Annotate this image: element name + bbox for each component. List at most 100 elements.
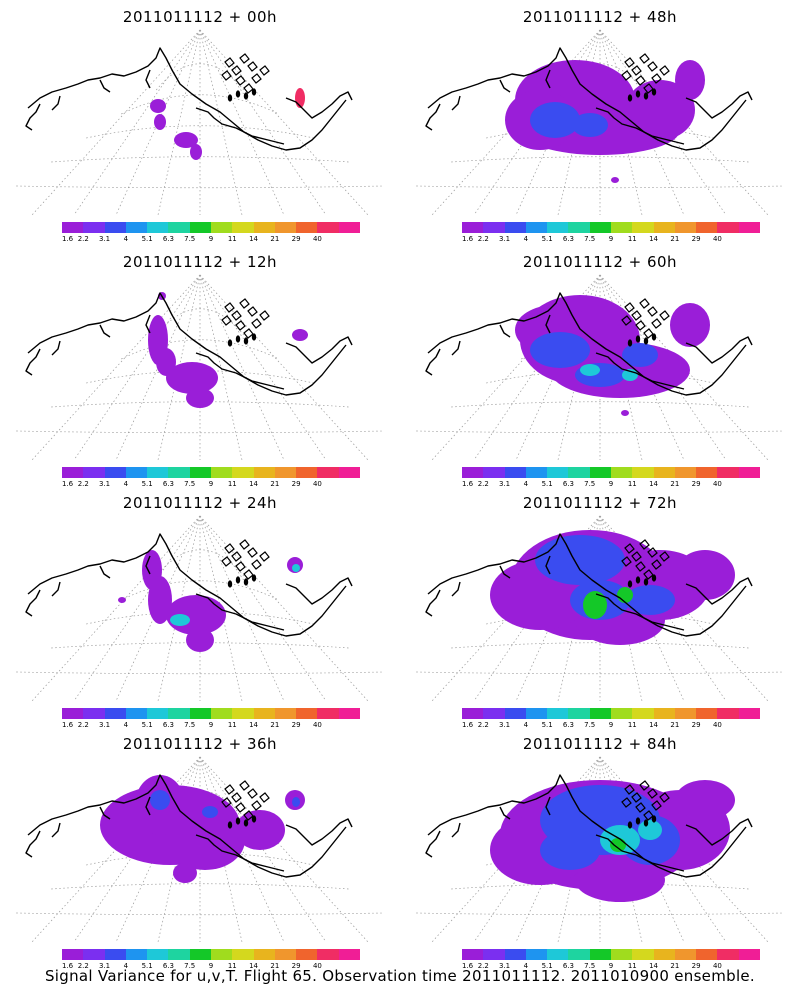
panel-title: 2011011112 + 12h <box>122 253 278 271</box>
colorbar-swatch <box>210 222 233 233</box>
colorbar-swatch <box>104 222 126 233</box>
colorbar-tick-label: 14 <box>649 721 659 729</box>
colorbar-tick-label: 2.2 <box>477 235 489 243</box>
colorbar-tick-label: 9 <box>208 962 214 970</box>
colorbar-tick-label: 11 <box>227 962 237 970</box>
colorbar-swatch <box>610 467 633 478</box>
colorbar <box>462 222 760 233</box>
colorbar-tick-label: 6.3 <box>162 480 174 488</box>
colorbar-swatch <box>317 222 339 233</box>
figure-caption: Signal Variance for u,v,T. Flight 65. Ob… <box>44 967 756 985</box>
colorbar-tick-label: 29 <box>291 721 301 729</box>
colorbar-tick-label: 40 <box>712 962 722 970</box>
colorbar-tick-label: 7.5 <box>184 480 196 488</box>
colorbar-tick-label: 14 <box>249 721 259 729</box>
colorbar-tick-label: 14 <box>649 480 659 488</box>
colorbar-tick-label: 5.1 <box>541 480 553 488</box>
colorbar-swatch <box>232 222 254 233</box>
map-panel-60h: 2011011112 + 60h 1.6 2.2 3.1 4 5.1 6.3 7.5 9 11 1… <box>400 245 800 490</box>
colorbar-swatch <box>274 467 297 478</box>
colorbar-swatch <box>62 222 84 233</box>
panel-title: 2011011112 + 60h <box>522 253 678 271</box>
colorbar-swatch <box>483 467 505 478</box>
colorbar-tick-label: 29 <box>291 962 301 970</box>
colorbar-tick-label: 6.3 <box>162 235 174 243</box>
colorbar-tick-label: 11 <box>627 235 637 243</box>
colorbar-tick-label: 2.2 <box>77 235 89 243</box>
colorbar-tick-label: 40 <box>312 235 322 243</box>
colorbar-tick-label: 7.5 <box>584 721 596 729</box>
colorbar-swatch <box>717 467 739 478</box>
map-panel-72h: 2011011112 + 72h 1.6 2.2 3.1 4 5.1 6.3 7.5 9 11 1… <box>400 486 800 731</box>
colorbar-swatch <box>653 949 675 960</box>
colorbar-swatch <box>274 949 297 960</box>
colorbar-swatch <box>610 708 633 719</box>
variance-plume <box>148 292 308 408</box>
colorbar-swatch <box>696 949 718 960</box>
colorbar-tick-label: 1.6 <box>462 721 474 729</box>
colorbar-swatch <box>296 467 318 478</box>
colorbar <box>462 949 760 960</box>
colorbar-swatch <box>253 949 275 960</box>
colorbar-labels: 1.6 2.2 3.1 4 5.1 6.3 7.5 9 11 14 21 29 40 <box>62 962 360 972</box>
map-panel-24h: 2011011112 + 24h 1.6 2.2 3.1 4 5.1 6.3 7.5 9 11 1… <box>0 486 400 731</box>
colorbar-tick-label: 4 <box>123 721 129 729</box>
colorbar-tick-label: 9 <box>208 235 214 243</box>
colorbar-tick-label: 40 <box>712 721 722 729</box>
colorbar-swatch <box>504 708 526 719</box>
colorbar-swatch <box>589 467 611 478</box>
colorbar-tick-label: 7.5 <box>184 235 196 243</box>
colorbar-tick-label: 4 <box>523 962 529 970</box>
colorbar-labels: 1.6 2.2 3.1 4 5.1 6.3 7.5 9 11 14 21 29 40 <box>62 235 360 245</box>
colorbar-swatch <box>568 708 590 719</box>
colorbar-tick-label: 3.1 <box>98 235 111 243</box>
colorbar-tick-label: 2.2 <box>477 480 489 488</box>
colorbar-swatch <box>632 467 654 478</box>
colorbar-tick-label: 6.3 <box>562 235 574 243</box>
colorbar-tick-label: 2.2 <box>477 721 489 729</box>
panel-title: 2011011112 + 00h <box>122 8 278 26</box>
colorbar-tick-label: 1.6 <box>62 962 74 970</box>
colorbar-swatch <box>462 467 484 478</box>
colorbar-tick-label: 11 <box>627 721 637 729</box>
colorbar-tick-label: 21 <box>670 235 680 243</box>
colorbar-swatch <box>738 222 760 233</box>
variance-plume <box>490 780 735 902</box>
coastline <box>425 292 753 396</box>
colorbar-swatch <box>589 222 611 233</box>
colorbar-tick-label: 4 <box>123 480 129 488</box>
arctic-map <box>416 274 784 461</box>
colorbar-labels: 1.6 2.2 3.1 4 5.1 6.3 7.5 9 11 14 21 29 40 <box>462 480 760 490</box>
panel-title: 2011011112 + 48h <box>522 8 678 26</box>
colorbar-tick-label: 9 <box>208 721 214 729</box>
colorbar-swatch <box>738 949 760 960</box>
colorbar-swatch <box>125 467 148 478</box>
colorbar-tick-label: 29 <box>291 235 301 243</box>
colorbar-swatch <box>525 949 548 960</box>
colorbar-tick-label: 21 <box>670 962 680 970</box>
colorbar-swatch <box>125 949 148 960</box>
colorbar-tick-label: 40 <box>312 721 322 729</box>
colorbar-tick-label: 6.3 <box>562 480 574 488</box>
colorbar-swatch <box>717 949 739 960</box>
colorbar-tick-label: 21 <box>270 962 280 970</box>
colorbar-tick-label: 1.6 <box>462 235 474 243</box>
colorbar-tick-label: 6.3 <box>162 721 174 729</box>
colorbar-swatch <box>632 708 654 719</box>
colorbar-swatch <box>547 708 569 719</box>
colorbar-swatch <box>296 949 318 960</box>
colorbar-swatch <box>253 467 275 478</box>
colorbar-tick-label: 5.1 <box>141 721 153 729</box>
colorbar-tick-label: 9 <box>608 721 614 729</box>
colorbar-tick-label: 21 <box>270 480 280 488</box>
colorbar-swatch <box>274 222 297 233</box>
colorbar-swatch <box>317 949 339 960</box>
colorbar-tick-label: 3.1 <box>98 962 111 970</box>
colorbar-tick-label: 1.6 <box>462 962 474 970</box>
panel-title: 2011011112 + 72h <box>522 494 678 512</box>
colorbar-tick-label: 4 <box>523 721 529 729</box>
colorbar-tick-label: 40 <box>712 235 722 243</box>
coastline <box>425 47 753 151</box>
colorbar-swatch <box>296 222 318 233</box>
colorbar <box>62 467 360 478</box>
